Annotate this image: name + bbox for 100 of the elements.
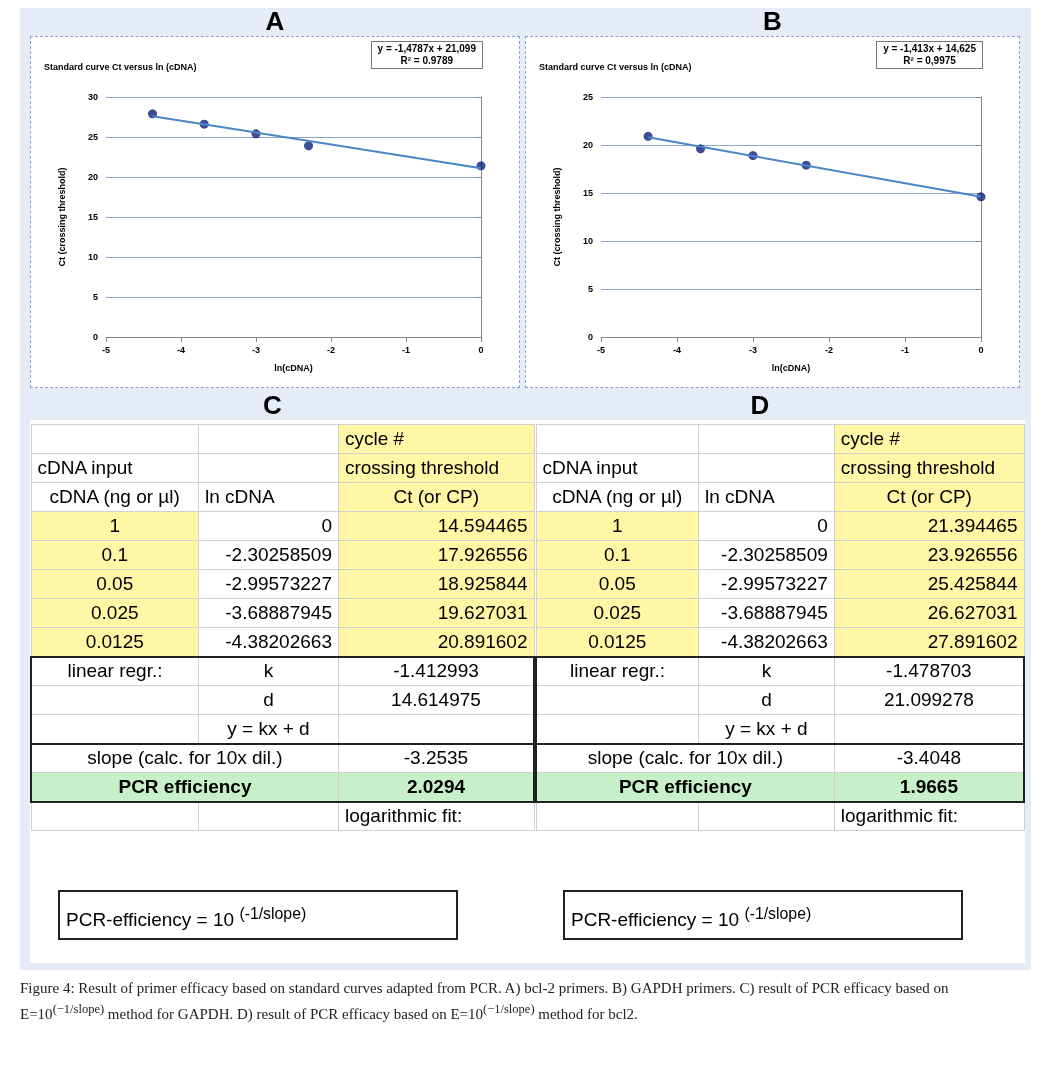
text: slope (calc. for 10x dil.) [536, 743, 835, 773]
text: 0 [698, 511, 835, 541]
text: -3.68887945 [198, 598, 339, 628]
text: PCR-efficiency = 10 $^{(-1/slope)}$ [58, 890, 458, 940]
text: crossing threshold [834, 453, 1024, 483]
text: d [198, 685, 339, 715]
text: -2.30258509 [198, 540, 339, 570]
text: -2.30258509 [698, 540, 835, 570]
text: 0.1 [536, 540, 699, 570]
text: y = kx + d [698, 714, 835, 744]
text: ln cDNA [198, 482, 339, 512]
x-tick-label: -4 [176, 344, 186, 355]
text: cDNA (ng or µl) [536, 482, 699, 512]
x-tick-label: -2 [326, 344, 336, 355]
text: -3.2535 [338, 743, 534, 773]
y-tick-label: 5 [587, 284, 593, 294]
x-tick-label: -5 [596, 344, 606, 355]
x-tick-label: -4 [672, 344, 682, 355]
text: d [698, 685, 835, 715]
text: 27.891602 [834, 627, 1024, 657]
text: Ct (or CP) [338, 482, 534, 512]
text: 21.394465 [834, 511, 1024, 541]
text: -1.478703 [834, 656, 1024, 686]
text: Ct (or CP) [834, 482, 1024, 512]
text: logarithmic fit: [338, 801, 534, 831]
y-tick-label: 10 [87, 252, 98, 262]
x-tick-label: -2 [824, 344, 834, 355]
text: ln cDNA [698, 482, 835, 512]
text: 20.891602 [338, 627, 534, 657]
text: 25.425844 [834, 569, 1024, 599]
y-axis-title: Ct (crossing threshold) [56, 167, 67, 267]
x-tick-label: -1 [401, 344, 411, 355]
text: cDNA input [536, 453, 699, 483]
text: -2.99573227 [698, 569, 835, 599]
text: 14.594465 [338, 511, 534, 541]
x-tick-label: -3 [251, 344, 261, 355]
y-axis-title: Ct (crossing threshold) [551, 167, 562, 267]
chart-title: Standard curve Ct versus ln (cDNA) [44, 61, 197, 72]
text: crossing threshold [338, 453, 534, 483]
chart-title: Standard curve Ct versus ln (cDNA) [539, 61, 692, 72]
x-tick-label: 0 [478, 344, 484, 355]
point [304, 141, 313, 151]
text: 0.05 [31, 569, 199, 599]
text: C [262, 390, 283, 420]
text: 0.025 [31, 598, 199, 628]
text: y = -1,4787x + 21,099 [377, 43, 476, 54]
x-tick-label: 0 [978, 344, 984, 355]
text: R² = 0.9789 [400, 55, 454, 66]
text: 0 [198, 511, 339, 541]
text: PCR-efficiency = 10 $^{(-1/slope)}$ [563, 890, 963, 940]
text: D [749, 390, 771, 420]
y-tick-label: 0 [92, 332, 98, 342]
text: k [698, 656, 835, 686]
text: 1 [536, 511, 699, 541]
text: 18.925844 [338, 569, 534, 599]
x-tick-label: -3 [748, 344, 758, 355]
text: 0.025 [536, 598, 699, 628]
text: 17.926556 [338, 540, 534, 570]
y-tick-label: 5 [92, 292, 98, 302]
text: -2.99573227 [198, 569, 339, 599]
text: 19.627031 [338, 598, 534, 628]
text: -1.412993 [338, 656, 534, 686]
text: 0.05 [536, 569, 699, 599]
text: 23.926556 [834, 540, 1024, 570]
text: 0.0125 [31, 627, 199, 657]
y-tick-label: 0 [587, 332, 593, 342]
text: logarithmic fit: [834, 801, 1024, 831]
y-tick-label: 25 [582, 92, 593, 102]
y-tick-label: 15 [87, 212, 98, 222]
x-tick-label: -5 [101, 344, 111, 355]
text: -3.68887945 [698, 598, 835, 628]
x-axis-title: ln(cDNA) [771, 362, 811, 373]
text: -4.38202663 [198, 627, 339, 657]
y-tick-label: 15 [582, 188, 593, 198]
text: 21.099278 [834, 685, 1024, 715]
y-tick-label: 20 [87, 172, 98, 182]
text: y = -1,413x + 14,625 [883, 43, 976, 54]
x-axis-title: ln(cDNA) [274, 362, 313, 373]
text: 0.1 [31, 540, 199, 570]
y-tick-label: 20 [582, 140, 593, 150]
y-tick-label: 10 [582, 236, 593, 246]
text: -4.38202663 [698, 627, 835, 657]
y-tick-label: 25 [87, 132, 98, 142]
text: 14.614975 [338, 685, 534, 715]
text: linear regr.: [31, 656, 199, 686]
text: PCR efficiency [31, 772, 339, 802]
x-tick-label: -1 [900, 344, 910, 355]
text: 1.9665 [834, 772, 1024, 802]
text: -3.4048 [834, 743, 1024, 773]
text: A [264, 6, 286, 36]
text: PCR efficiency [536, 772, 835, 802]
text: y = kx + d [198, 714, 339, 744]
text: cDNA (ng or µl) [31, 482, 199, 512]
text: linear regr.: [536, 656, 699, 686]
text: 0.0125 [536, 627, 699, 657]
text: cycle # [834, 424, 1024, 454]
y-tick-label: 30 [87, 92, 98, 102]
text: cycle # [338, 424, 534, 454]
caption: Figure 4: Result of primer efficacy based on standard curves adapted from PCR. A) bcl-2 primers. B) GAPDH primers. C) result of PCR efficacy based on E=10$^{(−1/slope)}$ method for GAPDH. D) result of PCR efficacy based on E=10$^{(−1/slope)}$ method for bcl2. [20, 979, 950, 1024]
text: 2.0294 [338, 772, 534, 802]
